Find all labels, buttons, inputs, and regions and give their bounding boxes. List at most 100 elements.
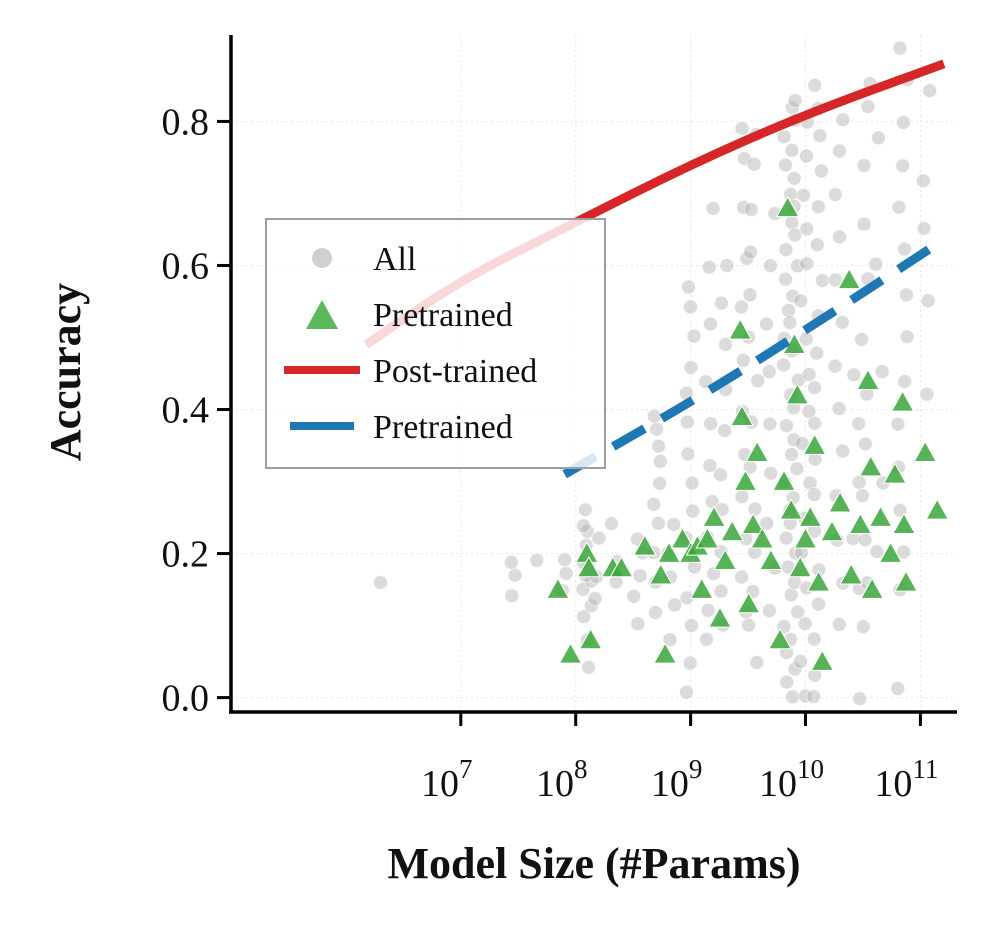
all-point bbox=[503, 554, 519, 570]
all-point bbox=[759, 316, 774, 332]
all-point bbox=[869, 544, 885, 560]
pretrained-point bbox=[860, 577, 884, 599]
all-point bbox=[713, 583, 729, 599]
x-tick-exponent: 10 bbox=[797, 754, 824, 784]
all-point bbox=[650, 515, 666, 531]
all-point bbox=[784, 142, 800, 158]
all-point bbox=[916, 221, 932, 236]
all-point bbox=[890, 681, 906, 696]
all-point bbox=[895, 115, 911, 130]
all-point bbox=[797, 616, 813, 632]
all-point bbox=[713, 467, 728, 483]
pretrained-point bbox=[798, 505, 823, 527]
pretrained-points-series bbox=[546, 195, 950, 671]
x-tick-base: 10 bbox=[536, 763, 574, 805]
all-point bbox=[891, 199, 907, 215]
legend: All Pretrained Post-trained Pretrained bbox=[265, 218, 606, 469]
x-tick-exponent: 11 bbox=[912, 754, 938, 784]
x-tick-base: 10 bbox=[421, 763, 459, 805]
all-point bbox=[784, 447, 800, 462]
all-point bbox=[713, 295, 729, 311]
all-point bbox=[831, 617, 847, 632]
all-point bbox=[646, 408, 662, 424]
all-point bbox=[857, 436, 873, 452]
all-point bbox=[743, 202, 759, 217]
all-point bbox=[734, 569, 750, 585]
all-point bbox=[890, 416, 906, 432]
y-tick-label: 0.8 bbox=[162, 101, 210, 143]
x-tick-base: 10 bbox=[759, 763, 797, 805]
x-tick-base: 10 bbox=[874, 763, 912, 805]
y-axis-title: Accuracy bbox=[41, 283, 90, 461]
all-point bbox=[700, 602, 716, 618]
pretrained-point bbox=[828, 491, 852, 513]
y-tick-label: 0.0 bbox=[162, 678, 210, 720]
all-point bbox=[746, 156, 762, 172]
all-point bbox=[778, 157, 793, 173]
pretrained-point bbox=[720, 519, 745, 542]
all-point bbox=[897, 241, 913, 257]
pretrained-point bbox=[576, 555, 601, 578]
all-point bbox=[793, 654, 808, 669]
pretrained-point bbox=[856, 368, 880, 391]
legend-pretrained-label: Pretrained bbox=[373, 297, 513, 334]
all-point bbox=[747, 501, 763, 517]
all-point bbox=[652, 453, 668, 469]
all-point bbox=[680, 446, 696, 462]
pretrained-point bbox=[925, 498, 950, 520]
x-tick-label: 1011 bbox=[874, 754, 938, 805]
all-point bbox=[778, 242, 794, 258]
all-point bbox=[896, 544, 912, 560]
all-point bbox=[835, 112, 851, 128]
all-point bbox=[651, 438, 666, 454]
pretrained-point bbox=[657, 541, 681, 563]
pretrained-point bbox=[858, 455, 883, 477]
all-point bbox=[799, 221, 815, 237]
legend-pretrained-marker bbox=[306, 300, 338, 329]
pretrained-point bbox=[878, 541, 903, 563]
all-point bbox=[801, 367, 817, 382]
x-tick-base: 10 bbox=[651, 763, 689, 805]
all-point bbox=[776, 357, 792, 373]
pretrained-point bbox=[802, 433, 827, 455]
all-point bbox=[704, 494, 720, 509]
pretrained-point bbox=[913, 440, 938, 463]
all-point bbox=[784, 215, 800, 231]
all-point bbox=[583, 598, 599, 614]
all-point bbox=[874, 364, 890, 379]
all-point bbox=[807, 380, 823, 396]
all-point bbox=[743, 244, 758, 260]
all-point bbox=[790, 604, 806, 620]
all-point bbox=[662, 632, 678, 648]
all-point bbox=[922, 83, 938, 99]
all-point bbox=[581, 659, 597, 675]
all-point bbox=[786, 170, 802, 186]
pretrained-point bbox=[892, 512, 916, 535]
pretrained-point bbox=[695, 527, 720, 549]
all-point bbox=[719, 258, 735, 273]
x-axis-title: Model Size (#Params) bbox=[388, 839, 801, 888]
pretrained-point bbox=[745, 440, 770, 463]
all-point bbox=[807, 415, 823, 431]
pretrained-point bbox=[670, 527, 695, 549]
pretrained-point bbox=[894, 570, 918, 592]
all-point bbox=[809, 237, 825, 253]
all-point bbox=[783, 587, 799, 603]
pretrained-point bbox=[868, 505, 893, 527]
all-point bbox=[835, 443, 851, 459]
all-point bbox=[856, 216, 872, 232]
all-point bbox=[831, 401, 847, 417]
x-tick-label: 1010 bbox=[759, 754, 824, 805]
all-point bbox=[790, 258, 805, 274]
all-point bbox=[577, 502, 593, 518]
legend-post-trained-label: Post-trained bbox=[373, 353, 537, 390]
pretrained-point bbox=[708, 606, 732, 628]
all-point bbox=[786, 432, 802, 448]
x-tick-exponent: 7 bbox=[459, 754, 473, 784]
all-point bbox=[868, 256, 884, 272]
pretrained-point bbox=[775, 195, 800, 218]
all-point bbox=[785, 288, 801, 304]
all-point bbox=[685, 503, 701, 519]
all-point bbox=[741, 617, 757, 633]
